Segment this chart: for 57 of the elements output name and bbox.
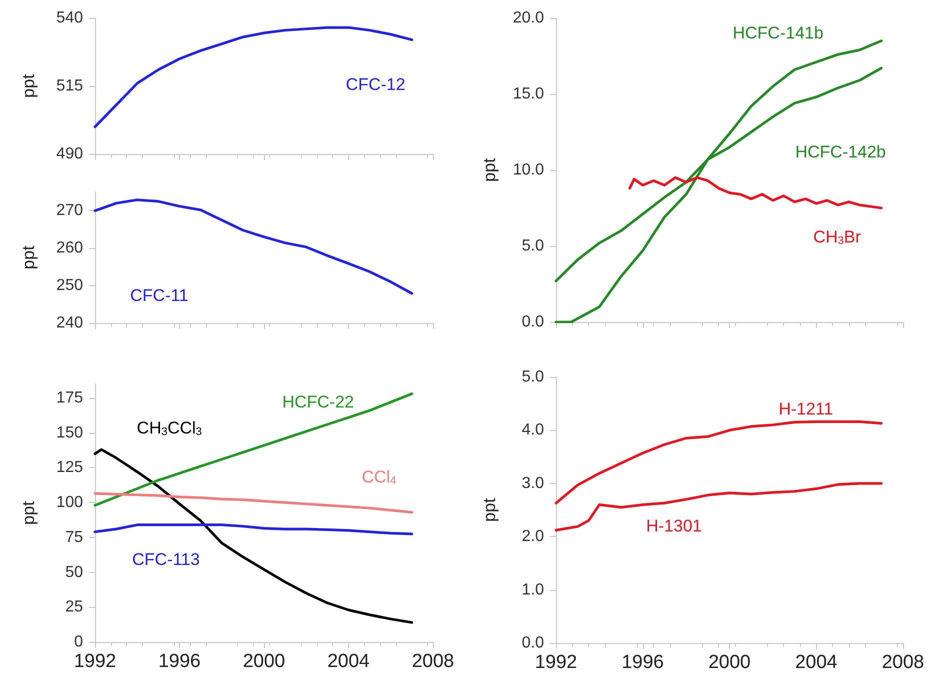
line-series xyxy=(628,176,883,210)
y-tick-label: 0 xyxy=(74,634,84,650)
line-series xyxy=(94,26,414,128)
y-tick-label: 1.0 xyxy=(522,581,544,598)
line-series xyxy=(94,448,414,624)
y-tick-label: 270 xyxy=(56,202,84,220)
y-tick-label: 5.0 xyxy=(522,238,544,254)
y-tick-label: 25 xyxy=(65,598,84,616)
y-tick-label: 260 xyxy=(56,240,84,257)
y-tick-label: 150 xyxy=(56,424,84,442)
series-label: H-1211 xyxy=(778,399,834,418)
y-tick-label: 175 xyxy=(56,389,84,406)
line-series xyxy=(94,392,414,507)
text: CFC-12 xyxy=(346,75,406,94)
x-tick-label: 1992 xyxy=(534,652,578,673)
series-label: HCFC-22 xyxy=(282,392,354,412)
y-tick-label: 50 xyxy=(65,564,84,581)
line-series xyxy=(554,482,883,532)
x-tick-label: 1992 xyxy=(74,651,116,672)
y-tick-label: 75 xyxy=(65,528,84,546)
y-tick-label: 3.0 xyxy=(522,474,544,492)
x-tick-label: 2004 xyxy=(795,652,838,673)
y-axis-title: ppt xyxy=(19,245,38,270)
y-tick-label: 240 xyxy=(56,314,84,332)
series-label: H-1301 xyxy=(646,516,702,536)
y-tick-label: 540 xyxy=(56,10,84,26)
y-tick-label: 2.0 xyxy=(522,528,544,546)
series-label: CFC-113 xyxy=(132,550,200,569)
y-axis-title: ppt xyxy=(19,74,38,98)
series-label: HCFC-142b xyxy=(795,142,886,162)
x-tick-label: 1996 xyxy=(158,651,201,672)
series-label: HCFC-141b xyxy=(732,24,824,43)
y-tick-label: 20.0 xyxy=(512,10,544,26)
y-axis-title: ppt xyxy=(19,500,38,525)
x-tick-label: 2000 xyxy=(708,652,751,673)
y-tick-label: 100 xyxy=(56,494,84,512)
x-tick-label: 2008 xyxy=(882,652,924,673)
y-axis-title: ppt xyxy=(480,498,499,522)
y-tick-label: 10.0 xyxy=(512,162,544,178)
x-tick-label: 2000 xyxy=(242,651,286,672)
y-tick-label: 5.0 xyxy=(522,368,544,386)
line-series xyxy=(94,524,414,536)
x-tick-label: 2004 xyxy=(327,651,370,672)
y-axis-title: ppt xyxy=(480,158,499,182)
line-series xyxy=(554,420,883,504)
x-tick-label: 2008 xyxy=(412,651,454,672)
y-tick-label: 125 xyxy=(56,459,84,476)
y-tick-label: 4.0 xyxy=(522,422,544,439)
text: CFC-11 xyxy=(130,286,188,305)
y-tick-label: 515 xyxy=(56,78,84,94)
line-series xyxy=(94,492,414,514)
y-tick-label: 490 xyxy=(56,146,84,162)
y-tick-label: 0.0 xyxy=(522,634,544,652)
y-tick-label: 0.0 xyxy=(522,314,544,330)
x-tick-label: 1996 xyxy=(622,652,664,673)
y-tick-label: 15.0 xyxy=(512,86,544,102)
y-tick-label: 250 xyxy=(56,277,84,294)
